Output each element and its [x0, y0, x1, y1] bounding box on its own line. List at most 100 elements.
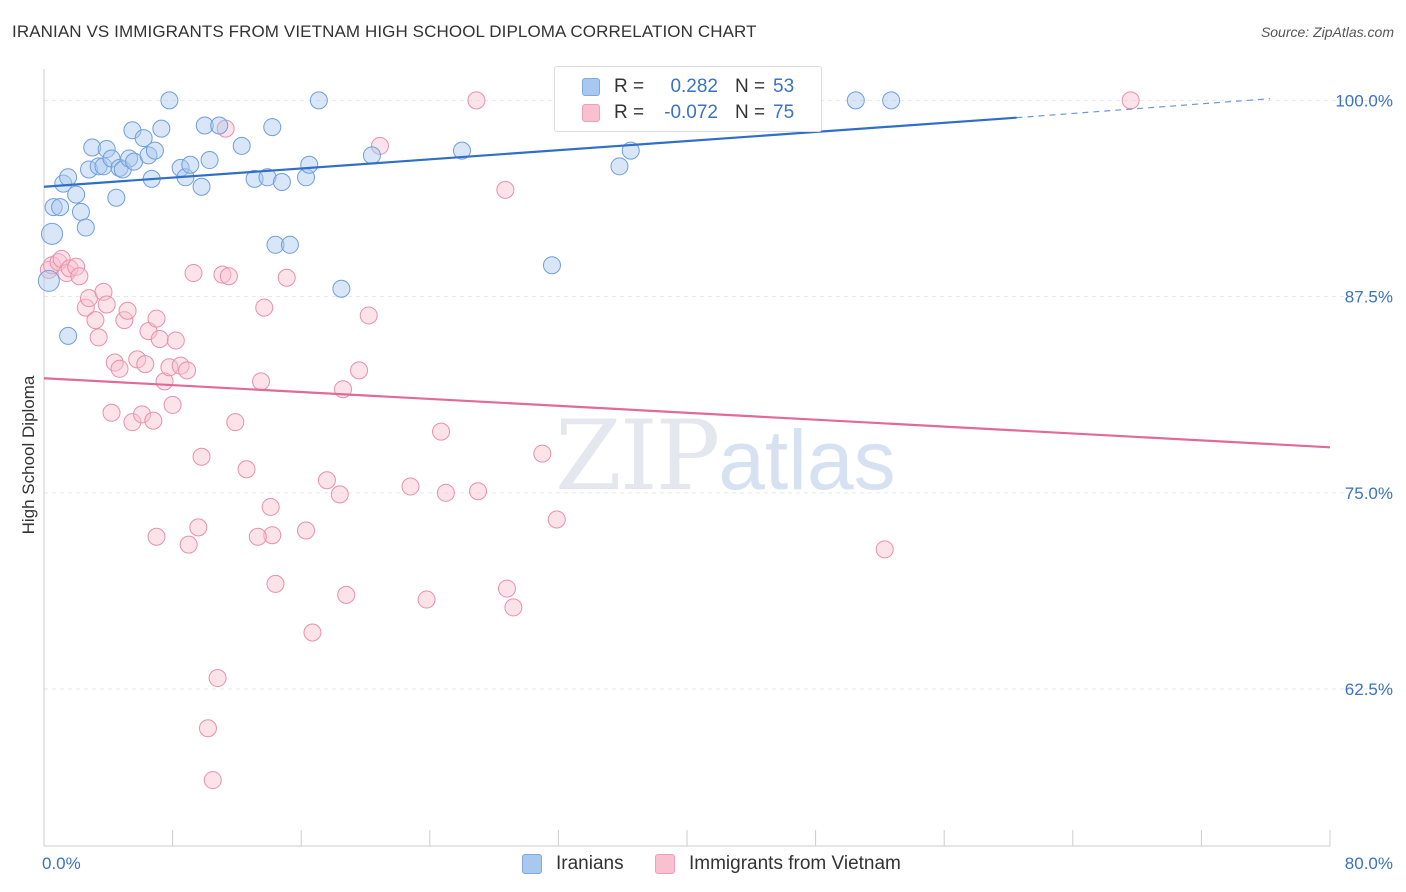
iranian-point [76, 218, 95, 237]
legend-swatch-vietnam [582, 104, 600, 122]
axis-layer [43, 69, 1331, 847]
vietnam-point [496, 180, 515, 199]
iranian-point [97, 140, 116, 159]
iranian-point [83, 138, 102, 157]
iranian-point [258, 168, 277, 187]
vietnam-point [303, 623, 322, 642]
iranian-point [263, 118, 282, 137]
iranian-point [300, 155, 319, 174]
vietnam-point [533, 444, 552, 463]
watermark: ZIPatlas [555, 400, 896, 512]
iranian-point [152, 119, 171, 138]
iranian-point [41, 222, 64, 245]
vietnam-point [189, 518, 208, 537]
iranian-point [210, 116, 229, 135]
iranian-point [232, 136, 251, 155]
vietnam-point [171, 356, 190, 375]
iranian-point [67, 185, 86, 204]
iranian-point [280, 235, 299, 254]
legend-n-value: 53 [773, 76, 795, 97]
iranian-point [145, 141, 164, 160]
iranian-point [195, 116, 214, 135]
iranian-point [71, 202, 90, 221]
bottom-legend-label-vietnam: Immigrants from Vietnam [689, 853, 901, 874]
iranian-point [59, 326, 78, 345]
legend-r-label: R = [614, 76, 645, 97]
iranian-point [200, 151, 219, 170]
iranian-point [362, 146, 381, 165]
tick-label-layer: 62.5% 75.0% 87.5% 100.0% 0.0% 80.0% [42, 91, 1393, 873]
iranian-point [59, 168, 78, 187]
vietnam-point [208, 669, 227, 688]
vietnam-point [179, 535, 198, 554]
iranian-point [272, 173, 291, 192]
vietnam-point [118, 301, 137, 320]
vietnam-point [401, 477, 420, 496]
vietnam-point [184, 264, 203, 283]
x-tick-label: 0.0% [42, 854, 81, 873]
legend-swatch-iranians [582, 78, 600, 96]
vietnam-point [469, 482, 488, 501]
x-tick-label: 80.0% [1345, 854, 1393, 873]
vietnam-point [198, 719, 217, 738]
vietnam-point [76, 298, 95, 317]
iranian-point [542, 256, 561, 275]
vietnam-point [350, 361, 369, 380]
vietnam-point [226, 413, 245, 432]
vietnam-point [213, 265, 232, 284]
y-tick-label: 62.5% [1345, 680, 1393, 699]
vietnam-point [417, 590, 436, 609]
iranian-point [134, 129, 153, 148]
vietnam-point [297, 521, 316, 540]
vietnam-point [277, 268, 296, 287]
vietnam-point [163, 395, 182, 414]
vietnam-point [192, 447, 211, 466]
vietnam-point [547, 510, 566, 529]
watermark-zip: ZIP [555, 400, 720, 512]
vietnam-point [337, 585, 356, 604]
vietnam-point [150, 329, 169, 348]
legend-row-vietnam: R = -0.072 N = 75 [555, 102, 821, 126]
vietnam-point [1121, 91, 1140, 110]
vietnam-point [497, 579, 516, 598]
vietnam-point [255, 298, 274, 317]
vietnam-point [248, 527, 267, 546]
chart-title: IRANIAN VS IMMIGRANTS FROM VIETNAM HIGH … [12, 22, 757, 41]
vietnam-point [237, 460, 256, 479]
bottom-legend-swatch-vietnam [655, 854, 675, 874]
correlation-legend: R = 0.282 N = 53 R = -0.072 N = 75 [554, 66, 822, 132]
y-tick-label: 100.0% [1335, 91, 1393, 110]
vietnam-point [115, 311, 134, 330]
iranian-point [882, 91, 901, 110]
legend-n-label: N = [735, 76, 766, 97]
iranian-point [245, 169, 264, 188]
vietnam-point [102, 403, 121, 422]
vietnam-point [105, 353, 124, 372]
iranian-point [44, 198, 63, 217]
legend-r-value: -0.072 [664, 102, 718, 123]
vietnam-point [436, 483, 455, 502]
vietnam-point [504, 598, 523, 617]
trend-line-iranians [43, 116, 1017, 188]
iranian-point [54, 174, 73, 193]
vietnam-point [432, 422, 451, 441]
iranian-point [37, 269, 60, 292]
legend-row-iranians: R = 0.282 N = 53 [555, 76, 821, 100]
chart-source: Source: ZipAtlas.com [1260, 24, 1394, 40]
vietnam-point [219, 267, 238, 286]
iranian-point [139, 146, 158, 165]
vietnam-point [467, 91, 486, 110]
vietnam-point [178, 361, 197, 380]
vietnam-point [136, 355, 155, 374]
iranian-point [266, 235, 285, 254]
iranian-point [51, 198, 70, 217]
vietnam-point [147, 527, 166, 546]
legend-n-value: 75 [773, 102, 795, 123]
vietnam-point [144, 411, 163, 430]
iranian-point [192, 177, 211, 196]
trend-extension-iranians [1016, 98, 1271, 119]
trend-layer [43, 98, 1331, 449]
iranian-point [610, 157, 629, 176]
vietnam-point [97, 295, 116, 314]
